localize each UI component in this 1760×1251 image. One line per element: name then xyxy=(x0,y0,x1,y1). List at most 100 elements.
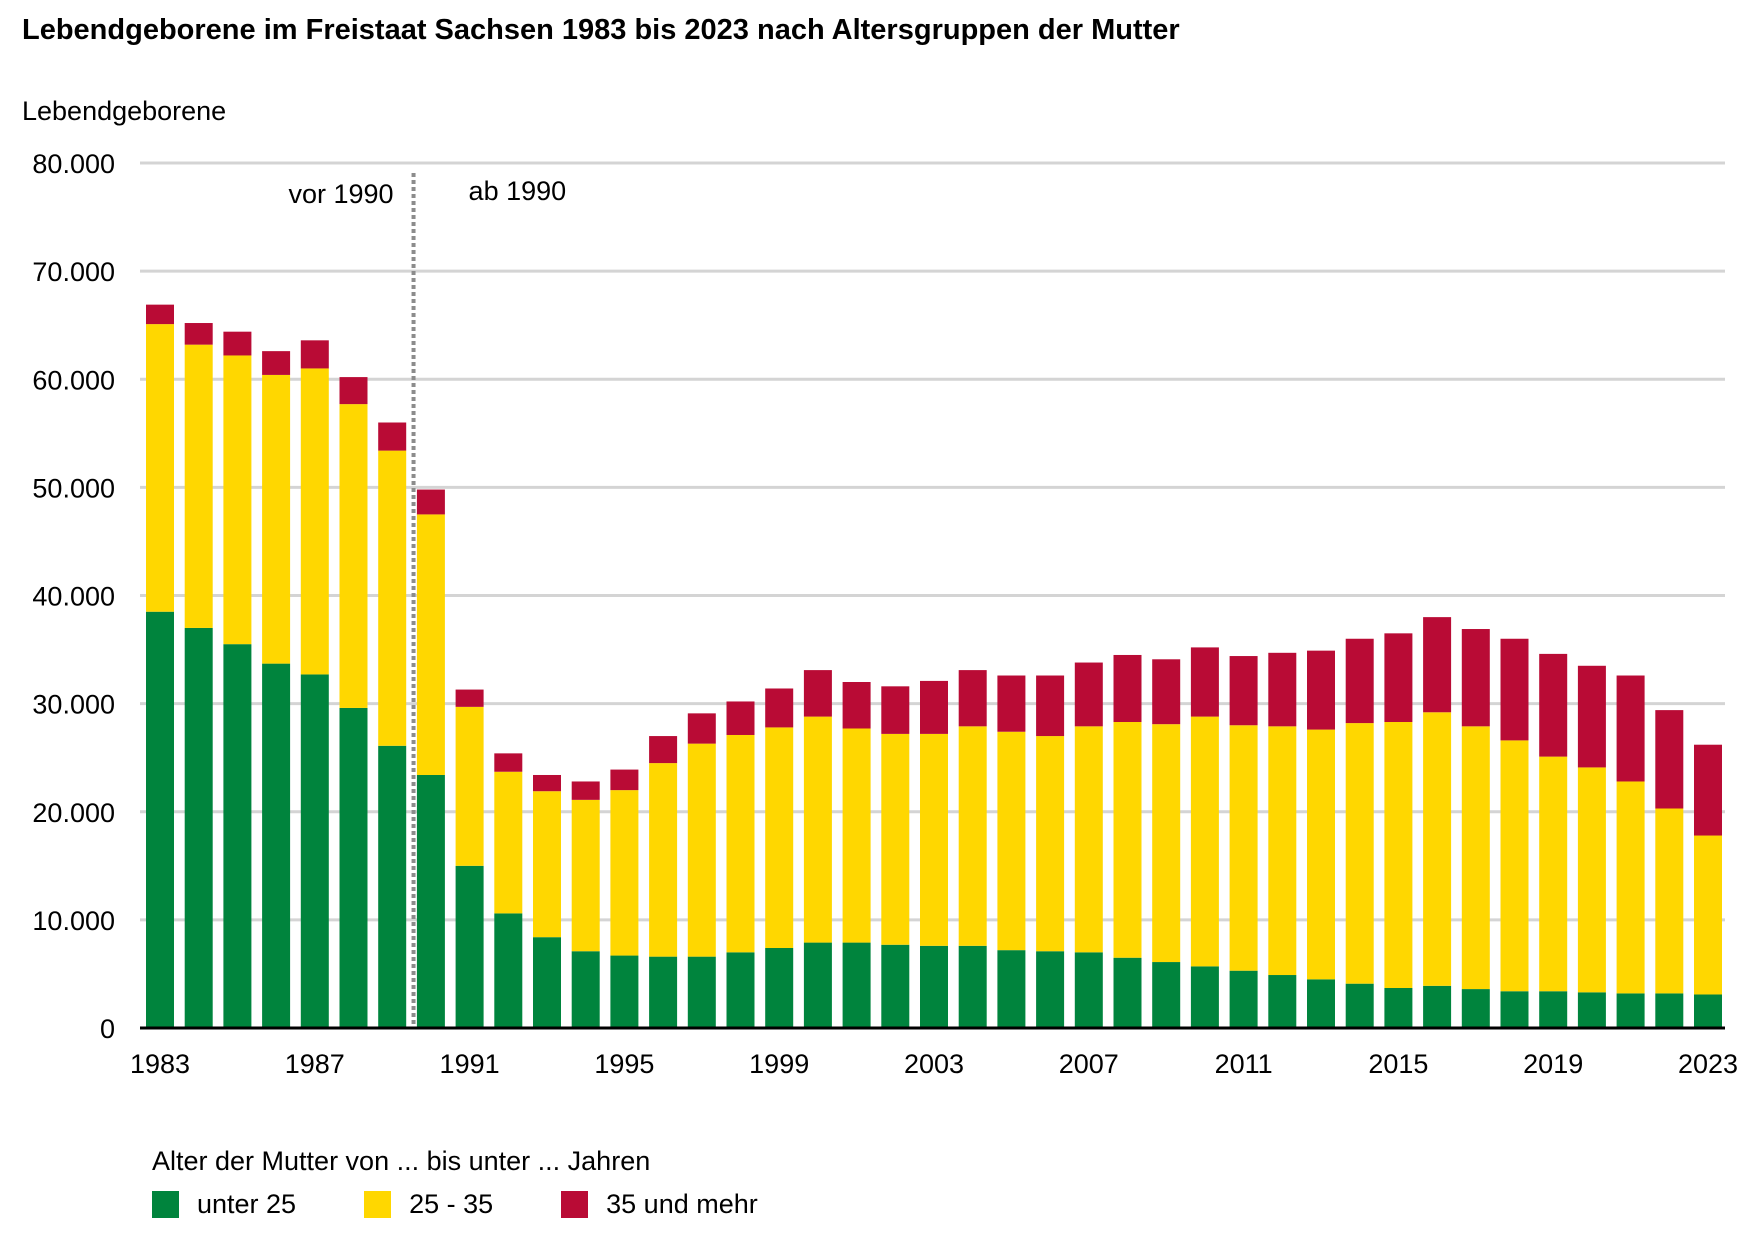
x-tick-label: 2019 xyxy=(1523,1049,1583,1079)
bar-segment-unter-25-1999 xyxy=(765,947,794,1028)
y-tick-label: 70.000 xyxy=(32,257,115,287)
bar-segment-35-und-mehr-1997 xyxy=(687,713,716,744)
legend-swatch-25-35 xyxy=(364,1191,392,1218)
x-tick-label: 1991 xyxy=(440,1049,500,1079)
bar-segment-25-35-2013 xyxy=(1307,729,1335,980)
bar-segment-25-35-1987 xyxy=(300,368,329,675)
bar-segment-25-35-2000 xyxy=(803,716,832,943)
bar-segment-35-und-mehr-2006 xyxy=(1036,675,1065,737)
x-tick-label: 1995 xyxy=(594,1049,654,1079)
bar-segment-unter-25-1984 xyxy=(184,627,213,1028)
legend-item-35-und-mehr: 35 und mehr xyxy=(561,1189,758,1220)
bar-segment-unter-25-2006 xyxy=(1036,951,1065,1028)
bar-segment-35-und-mehr-2010 xyxy=(1190,647,1219,717)
bar-segment-unter-25-2001 xyxy=(842,942,871,1028)
bar-segment-35-und-mehr-1985 xyxy=(223,331,252,356)
bar-segment-unter-25-1996 xyxy=(649,956,678,1028)
bar-segment-25-35-2023 xyxy=(1694,835,1722,995)
bar-segment-unter-25-1998 xyxy=(726,952,755,1028)
bar-segment-35-und-mehr-2015 xyxy=(1384,633,1413,723)
bar-segment-25-35-2016 xyxy=(1423,712,1452,986)
y-tick-label: 40.000 xyxy=(32,582,115,612)
bar-segment-unter-25-2017 xyxy=(1461,989,1490,1028)
bar-segment-25-35-1983 xyxy=(146,324,174,612)
legend-swatch-35-und-mehr xyxy=(561,1191,589,1218)
bar-segment-unter-25-2013 xyxy=(1307,979,1335,1028)
bar-segment-unter-25-2021 xyxy=(1616,993,1645,1028)
x-tick-label: 2003 xyxy=(904,1049,964,1079)
bar-segment-25-35-2017 xyxy=(1461,726,1490,990)
bar-segment-35-und-mehr-2002 xyxy=(881,686,910,734)
bar-segment-35-und-mehr-1995 xyxy=(610,769,639,791)
bar-segment-unter-25-2010 xyxy=(1190,966,1219,1028)
bar-segment-35-und-mehr-2012 xyxy=(1268,652,1297,727)
y-tick-label: 10.000 xyxy=(32,906,115,936)
bar-segment-35-und-mehr-2018 xyxy=(1500,638,1529,741)
bar-segment-25-35-1991 xyxy=(455,706,484,866)
bar-segment-35-und-mehr-2019 xyxy=(1539,653,1568,757)
bar-segment-35-und-mehr-2003 xyxy=(920,680,948,734)
x-tick-label: 2023 xyxy=(1678,1049,1738,1079)
bar-segment-35-und-mehr-2000 xyxy=(803,670,832,717)
bars xyxy=(146,304,1722,1028)
bar-segment-25-35-1996 xyxy=(649,763,678,957)
bar-segment-25-35-2004 xyxy=(958,726,987,946)
bar-segment-35-und-mehr-2007 xyxy=(1074,662,1103,727)
bar-segment-35-und-mehr-2009 xyxy=(1152,659,1181,725)
bar-segment-unter-25-2002 xyxy=(881,944,910,1028)
bar-segment-25-35-2001 xyxy=(842,728,871,943)
bar-segment-unter-25-2004 xyxy=(958,945,987,1028)
bar-segment-25-35-2012 xyxy=(1268,726,1297,976)
bar-segment-35-und-mehr-2001 xyxy=(842,682,871,729)
bar-segment-35-und-mehr-1988 xyxy=(339,377,368,405)
x-tick-label: 1983 xyxy=(130,1049,190,1079)
legend: Alter der Mutter von ... bis unter ... J… xyxy=(152,1146,826,1220)
bar-segment-35-und-mehr-1987 xyxy=(300,340,329,369)
bar-segment-25-35-2008 xyxy=(1113,722,1142,958)
bar-segment-25-35-1985 xyxy=(223,355,252,645)
bar-segment-25-35-2005 xyxy=(997,731,1026,951)
bar-segment-unter-25-2022 xyxy=(1655,993,1684,1028)
bar-segment-unter-25-2011 xyxy=(1229,970,1258,1028)
bar-segment-25-35-2007 xyxy=(1074,726,1103,953)
bar-segment-unter-25-1988 xyxy=(339,707,368,1028)
bar-segment-unter-25-2005 xyxy=(997,950,1026,1028)
legend-items: unter 25 25 - 35 35 und mehr xyxy=(152,1189,826,1220)
bar-segment-35-und-mehr-2020 xyxy=(1577,665,1606,768)
bar-segment-25-35-1999 xyxy=(765,727,794,948)
x-tick-labels: 1983 1987 1991 1995 1999 2003 2007 2011 2015 2019… xyxy=(130,1049,1738,1079)
bar-segment-25-35-2010 xyxy=(1190,716,1219,967)
y-tick-label: 60.000 xyxy=(32,365,115,395)
bar-segment-25-35-1989 xyxy=(378,450,407,746)
legend-title: Alter der Mutter von ... bis unter ... J… xyxy=(152,1146,651,1176)
bar-segment-35-und-mehr-2017 xyxy=(1461,629,1490,727)
bar-segment-35-und-mehr-1994 xyxy=(571,781,600,800)
bar-segment-35-und-mehr-1986 xyxy=(262,351,291,375)
bar-segment-35-und-mehr-2021 xyxy=(1616,675,1645,782)
bar-segment-35-und-mehr-2022 xyxy=(1655,710,1684,809)
bar-segment-35-und-mehr-1998 xyxy=(726,701,755,735)
bar-segment-25-35-2014 xyxy=(1345,723,1374,984)
bar-segment-25-35-1992 xyxy=(494,771,523,914)
bar-segment-35-und-mehr-2005 xyxy=(997,675,1026,732)
divider-label-left: vor 1990 xyxy=(288,179,393,209)
bar-segment-unter-25-2007 xyxy=(1074,952,1103,1028)
bar-segment-35-und-mehr-2013 xyxy=(1307,650,1335,730)
bar-segment-unter-25-2015 xyxy=(1384,987,1413,1028)
legend-item-25-35: 25 - 35 xyxy=(364,1189,493,1220)
bar-segment-35-und-mehr-1992 xyxy=(494,753,523,772)
bar-segment-unter-25-2018 xyxy=(1500,991,1529,1028)
legend-swatch-unter-25 xyxy=(152,1191,179,1218)
bar-segment-25-35-2018 xyxy=(1500,740,1529,992)
bar-segment-25-35-2022 xyxy=(1655,808,1684,994)
bar-segment-25-35-2019 xyxy=(1539,756,1568,992)
bar-segment-35-und-mehr-2016 xyxy=(1423,617,1452,713)
x-tick-label: 2015 xyxy=(1368,1049,1428,1079)
bar-segment-35-und-mehr-1999 xyxy=(765,688,794,728)
bar-segment-unter-25-1985 xyxy=(223,644,252,1028)
bar-segment-unter-25-2009 xyxy=(1152,962,1181,1028)
bar-segment-unter-25-2014 xyxy=(1345,983,1374,1028)
bar-segment-25-35-1998 xyxy=(726,734,755,953)
bar-segment-unter-25-2020 xyxy=(1577,992,1606,1028)
